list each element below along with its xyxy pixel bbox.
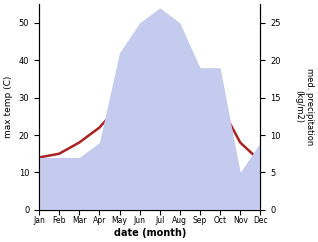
Y-axis label: max temp (C): max temp (C) (4, 76, 13, 138)
Y-axis label: med. precipitation
(kg/m2): med. precipitation (kg/m2) (294, 68, 314, 146)
X-axis label: date (month): date (month) (114, 228, 186, 238)
